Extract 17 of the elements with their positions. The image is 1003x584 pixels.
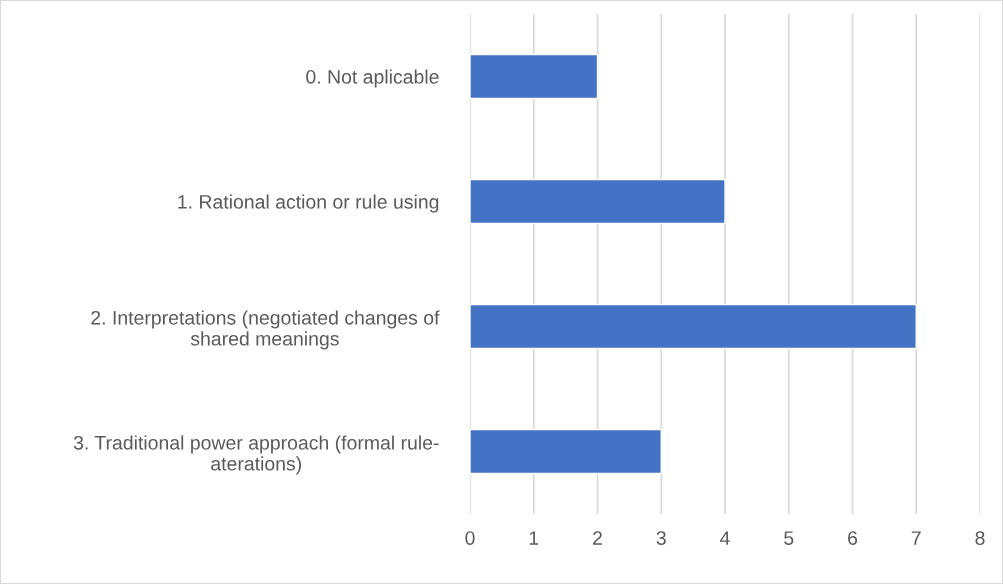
x-tick-label: 3 [656,531,666,545]
x-tick-label: 8 [975,531,985,545]
x-tick-label: 6 [848,531,858,545]
x-tick-label: 4 [720,531,730,545]
x-tick-label: 0 [465,531,475,545]
bar [470,53,599,100]
y-tick-label: 0. Not aplicable [306,69,439,88]
bar [470,303,917,350]
x-tick-label: 2 [593,531,602,545]
bar [470,428,662,475]
x-tick-label: 7 [911,531,921,545]
y-tick-label: 1. Rational action or rule using [178,194,439,213]
x-tick-label: 1 [529,531,539,545]
y-tick-label: 3. Traditional power approach (formal rule- aterations) [73,435,439,475]
bar [470,178,726,225]
x-tick-label: 5 [784,531,794,545]
y-tick-label: 2. Interpretations (negotiated changes of shared meanings [91,310,440,350]
